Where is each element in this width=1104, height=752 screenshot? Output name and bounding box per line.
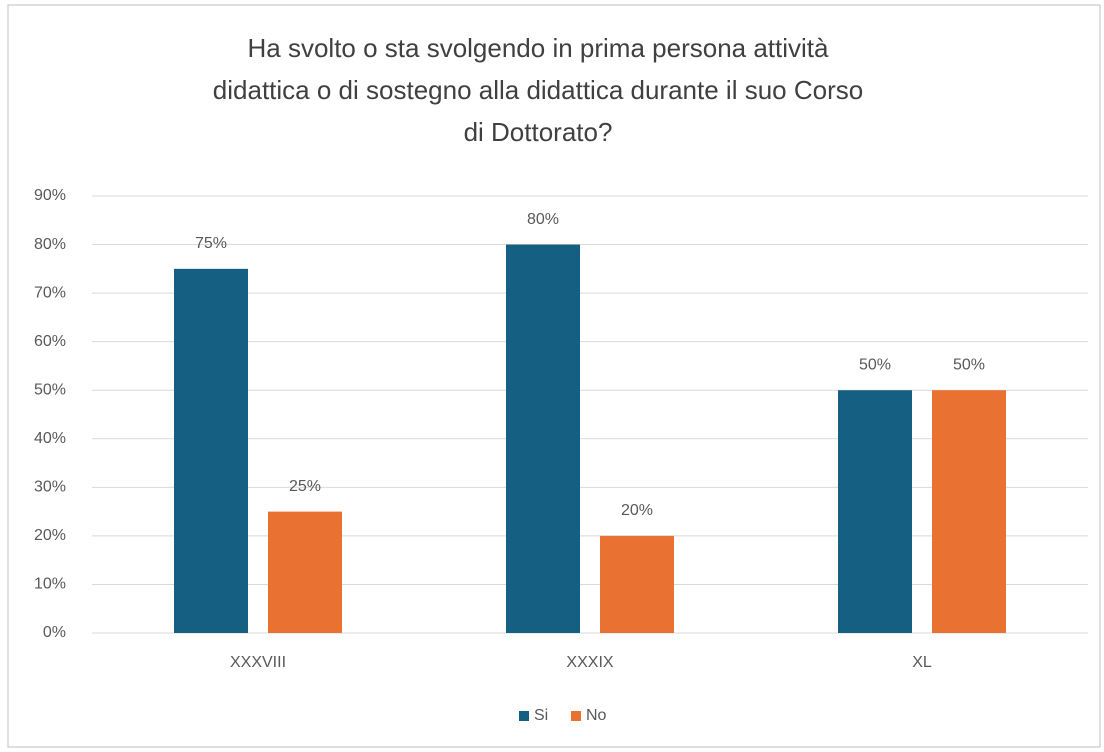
chart-title: di Dottorato? [464, 117, 613, 147]
bar [506, 244, 580, 634]
y-tick-label: 60% [34, 333, 66, 350]
x-tick-label: XXXVIII [230, 654, 286, 671]
x-tick-label: XL [912, 654, 932, 671]
legend-swatch [519, 711, 529, 721]
y-tick-label: 80% [34, 236, 66, 253]
y-tick-label: 20% [34, 527, 66, 544]
y-tick-label: 90% [34, 187, 66, 204]
data-label: 50% [859, 356, 891, 373]
data-label: 25% [289, 478, 321, 495]
bar [932, 390, 1006, 633]
bar [600, 535, 674, 633]
y-tick-label: 70% [34, 284, 66, 301]
x-tick-label: XXXIX [566, 654, 613, 671]
y-tick-label: 50% [34, 381, 66, 398]
bar [174, 268, 248, 633]
data-label: 50% [953, 356, 985, 373]
bar [268, 511, 342, 633]
chart-title: Ha svolto o sta svolgendo in prima perso… [248, 33, 830, 63]
legend-swatch [571, 711, 581, 721]
data-label: 80% [527, 211, 559, 228]
y-tick-label: 0% [43, 624, 66, 641]
data-label: 20% [621, 502, 653, 519]
legend-label: No [586, 707, 607, 724]
bar [838, 390, 912, 633]
chart-title: didattica o di sostegno alla didattica d… [213, 75, 863, 105]
y-tick-label: 30% [34, 479, 66, 496]
y-tick-label: 40% [34, 430, 66, 447]
data-label: 75% [195, 235, 227, 252]
legend-label: Si [534, 707, 548, 724]
y-tick-label: 10% [34, 576, 66, 593]
